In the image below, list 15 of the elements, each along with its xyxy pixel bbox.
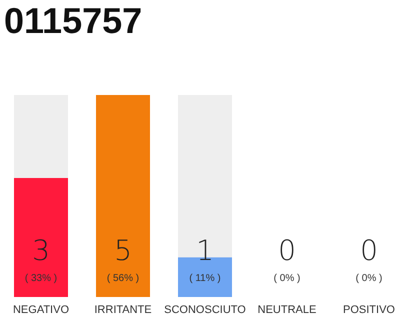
data-label: ( 0% ) xyxy=(274,273,300,284)
x-tick-label: IRRITANTE xyxy=(94,304,152,316)
annotation: 3 xyxy=(32,234,50,267)
x-tick-label: POSITIVO xyxy=(343,304,396,316)
annotation: 5 xyxy=(114,234,132,267)
data-label: ( 33% ) xyxy=(24,273,58,284)
annotation: 0 xyxy=(278,234,296,267)
x-tick-label: NEGATIVO xyxy=(12,304,70,316)
annotation: 0 xyxy=(360,234,378,267)
x-tick-label: SCONOSCIUTO xyxy=(164,304,246,316)
data-label: ( 0% ) xyxy=(356,273,382,284)
chart-title: 0115757 xyxy=(4,0,142,42)
x-tick-label: NEUTRALE xyxy=(258,304,316,316)
data-label: ( 11% ) xyxy=(189,273,221,284)
data-label: ( 56% ) xyxy=(106,273,140,284)
